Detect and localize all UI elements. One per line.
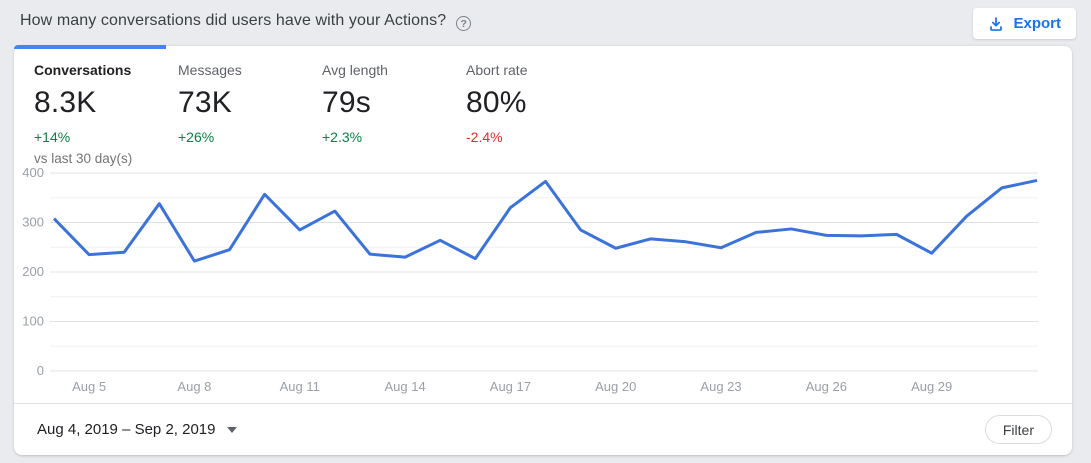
svg-text:Aug 17: Aug 17 xyxy=(490,379,531,394)
svg-text:200: 200 xyxy=(22,264,44,279)
download-icon xyxy=(990,16,1003,31)
svg-text:Aug 20: Aug 20 xyxy=(595,379,636,394)
conversations-line-chart[interactable]: 0 100 200 300 400 Aug 5 Aug 8 Aug 11 Aug 14 Aug 1… xyxy=(14,161,1072,406)
filter-button[interactable]: Filter xyxy=(984,415,1052,444)
date-range-label: Aug 4, 2019 – Sep 2, 2019 xyxy=(37,421,216,438)
svg-text:100: 100 xyxy=(22,314,44,329)
active-tab-indicator xyxy=(14,45,166,49)
metric-value: 8.3K xyxy=(34,86,97,119)
date-range-selector[interactable]: Aug 4, 2019 – Sep 2, 2019 xyxy=(37,421,238,438)
svg-text:Aug 14: Aug 14 xyxy=(384,379,425,394)
metric-value: 79s xyxy=(322,86,371,119)
tab-abort-rate[interactable]: Abort rate 80% -2.4% xyxy=(446,62,590,166)
svg-text:Aug 29: Aug 29 xyxy=(911,379,952,394)
line-chart-svg: 0 100 200 300 400 Aug 5 Aug 8 Aug 11 Aug 14 Aug 1… xyxy=(22,165,1038,394)
tab-conversations[interactable]: Conversations 8.3K +14% vs last 30 day(s… xyxy=(14,62,158,166)
topbar: How many conversations did users have wi… xyxy=(0,0,1091,45)
metric-delta: +2.3% xyxy=(322,129,363,145)
svg-text:300: 300 xyxy=(22,215,44,230)
metric-delta: +26% xyxy=(178,129,215,145)
svg-text:Aug 5: Aug 5 xyxy=(72,379,106,394)
metric-delta: -2.4% xyxy=(466,129,503,145)
metrics-card: Conversations 8.3K +14% vs last 30 day(s… xyxy=(14,45,1072,455)
export-button-label: Export xyxy=(1013,15,1061,32)
metric-tabs: Conversations 8.3K +14% vs last 30 day(s… xyxy=(14,62,1072,166)
chevron-down-icon xyxy=(227,426,238,433)
card-footer: Aug 4, 2019 – Sep 2, 2019 Filter xyxy=(14,403,1072,455)
svg-text:Aug 8: Aug 8 xyxy=(177,379,211,394)
tab-label: Avg length xyxy=(322,62,388,78)
metric-delta: +14% xyxy=(34,129,71,145)
svg-text:Aug 23: Aug 23 xyxy=(700,379,741,394)
page-title: How many conversations did users have wi… xyxy=(20,12,472,31)
tab-label: Abort rate xyxy=(466,62,528,78)
export-button[interactable]: Export xyxy=(973,8,1076,39)
svg-text:Aug 26: Aug 26 xyxy=(806,379,847,394)
comparison-note: vs last 30 day(s) xyxy=(34,151,133,166)
page-title-text: How many conversations did users have wi… xyxy=(20,12,447,29)
svg-text:Aug 11: Aug 11 xyxy=(280,379,320,394)
tab-label: Conversations xyxy=(34,62,132,78)
metric-value: 80% xyxy=(466,86,527,119)
help-icon[interactable]: ? xyxy=(456,16,472,31)
tab-messages[interactable]: Messages 73K +26% xyxy=(158,62,302,166)
tab-avg-length[interactable]: Avg length 79s +2.3% xyxy=(302,62,446,166)
tab-label: Messages xyxy=(178,62,242,78)
metric-value: 73K xyxy=(178,86,232,119)
svg-text:0: 0 xyxy=(37,363,44,378)
svg-text:400: 400 xyxy=(22,165,44,180)
